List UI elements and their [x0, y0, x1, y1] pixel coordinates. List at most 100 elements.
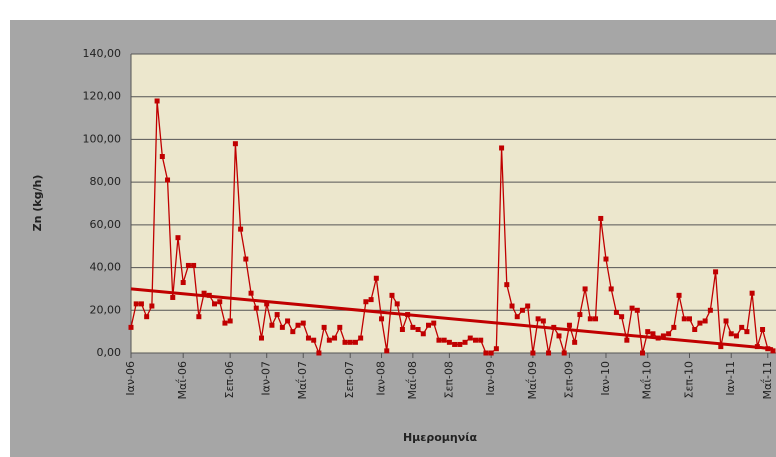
- data-point: [144, 314, 150, 320]
- data-point: [217, 299, 223, 305]
- data-point: [321, 324, 327, 330]
- data-point: [504, 282, 510, 288]
- data-point: [436, 337, 442, 343]
- data-point: [159, 154, 165, 160]
- data-point: [619, 314, 625, 320]
- data-point: [232, 141, 238, 147]
- data-point: [718, 344, 724, 350]
- trend-line: [130, 287, 774, 351]
- data-point: [566, 322, 572, 328]
- data-point: [770, 348, 776, 354]
- x-tick-label: Μαΐ-09: [525, 361, 539, 399]
- x-tick-label: Σεπ-07: [343, 361, 356, 399]
- data-point: [446, 339, 452, 345]
- data-point: [165, 177, 171, 183]
- data-point: [749, 290, 755, 296]
- data-point: [645, 329, 651, 335]
- data-point: [352, 339, 358, 345]
- data-point: [175, 235, 181, 241]
- data-point: [342, 339, 348, 345]
- data-point: [295, 322, 301, 328]
- data-point: [431, 320, 437, 326]
- data-point: [264, 301, 270, 307]
- data-point: [326, 337, 332, 343]
- data-point: [227, 318, 233, 324]
- data-point: [311, 337, 317, 343]
- data-point: [300, 320, 306, 326]
- data-point: [587, 316, 593, 322]
- data-point: [269, 322, 275, 328]
- data-point: [640, 350, 646, 356]
- data-point: [258, 335, 264, 341]
- data-point: [363, 299, 369, 305]
- data-point: [426, 322, 432, 328]
- data-point: [478, 337, 484, 343]
- y-tick-label: 120,00: [83, 90, 122, 103]
- data-point: [697, 320, 703, 326]
- data-point: [660, 333, 666, 339]
- data-point: [149, 303, 155, 309]
- data-point: [603, 256, 609, 262]
- x-tick-label: Ιαν-07: [260, 361, 273, 396]
- x-tick-label: Ιαν-08: [375, 361, 388, 396]
- data-point: [243, 256, 249, 262]
- data-point: [499, 145, 505, 151]
- data-point: [598, 215, 604, 221]
- x-tick-label: Μαΐ-11: [760, 361, 774, 399]
- data-point: [279, 324, 285, 330]
- data-point: [488, 350, 494, 356]
- data-point: [546, 350, 552, 356]
- data-point: [629, 305, 635, 311]
- data-point: [138, 301, 144, 307]
- x-tick-label: Σεπ-06: [223, 361, 236, 399]
- data-point: [525, 303, 531, 309]
- y-tick-label: 0,00: [97, 346, 122, 359]
- x-tick-label: Μαΐ-08: [405, 361, 419, 399]
- data-point: [577, 312, 583, 318]
- data-line: [130, 100, 774, 356]
- data-point: [285, 318, 291, 324]
- data-point: [702, 318, 708, 324]
- x-tick-label: Σεπ-10: [682, 361, 695, 399]
- data-point: [394, 301, 400, 307]
- y-tick-label: 80,00: [90, 175, 122, 188]
- data-point: [608, 286, 614, 292]
- data-point: [493, 346, 499, 352]
- data-point: [128, 324, 134, 330]
- data-point: [180, 280, 186, 286]
- data-point: [212, 301, 218, 307]
- data-point: [723, 318, 729, 324]
- x-tick-label: Ιαν-06: [124, 361, 137, 396]
- data-point: [509, 303, 515, 309]
- data-point: [733, 333, 739, 339]
- data-point: [467, 335, 473, 341]
- data-point: [760, 327, 766, 333]
- data-point: [373, 275, 379, 281]
- data-point: [530, 350, 536, 356]
- data-point: [686, 316, 692, 322]
- data-point: [384, 348, 390, 354]
- data-point: [692, 327, 698, 333]
- data-point: [410, 324, 416, 330]
- x-tick-label: Σεπ-09: [562, 361, 575, 399]
- data-point: [399, 327, 405, 333]
- y-tick-label: 60,00: [90, 218, 122, 231]
- data-point: [253, 305, 259, 311]
- plot-area: [131, 54, 776, 353]
- data-point: [462, 339, 468, 345]
- data-point: [713, 269, 719, 275]
- data-point: [519, 307, 525, 313]
- data-point: [707, 307, 713, 313]
- data-point: [316, 350, 322, 356]
- y-tick-label: 100,00: [83, 132, 122, 145]
- data-point: [681, 316, 687, 322]
- y-tick-label: 140,00: [83, 47, 122, 60]
- data-point: [739, 324, 745, 330]
- x-tick-label: Σεπ-08: [442, 361, 455, 399]
- x-axis-label: Ημερομηνία: [403, 431, 478, 444]
- data-point: [133, 301, 139, 307]
- data-point: [666, 331, 672, 337]
- data-point: [556, 333, 562, 339]
- data-point: [238, 226, 244, 232]
- data-point: [368, 297, 374, 303]
